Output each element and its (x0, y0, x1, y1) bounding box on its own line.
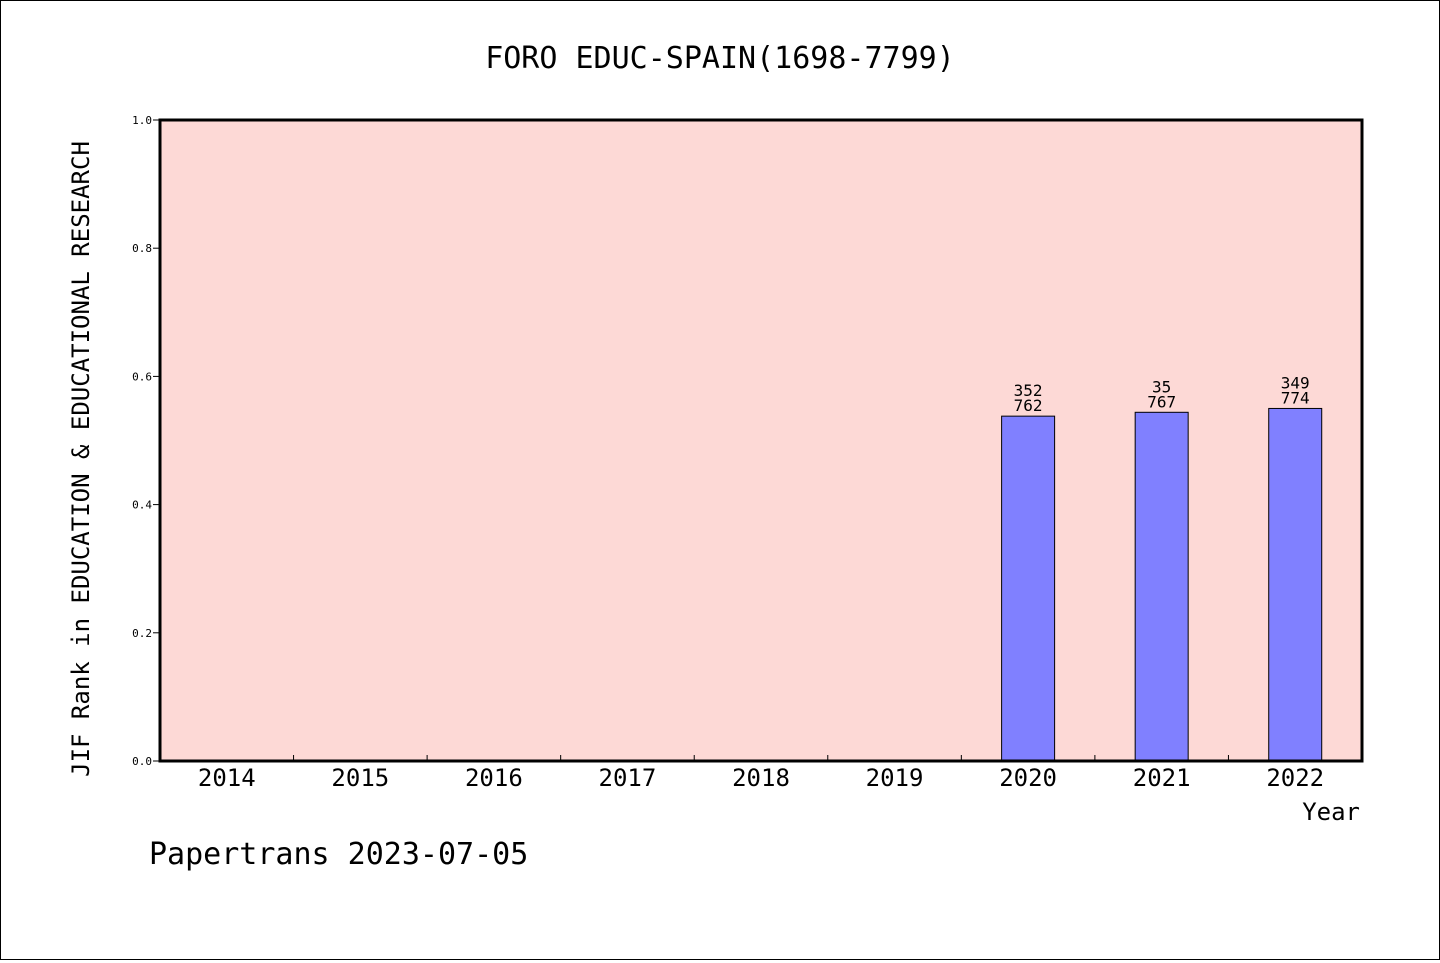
x-tick-label: 2014 (198, 764, 256, 792)
bar-series (1001, 407, 1323, 762)
y-tick-label: 0.8 (132, 242, 152, 255)
bar-2022 (1268, 407, 1323, 762)
y-axis-label: JIF Rank in EDUCATION & EDUCATIONAL RESE… (67, 141, 95, 777)
x-tick-label: 2015 (331, 764, 389, 792)
x-tick-label: 2020 (999, 764, 1057, 792)
y-tick-label: 1.0 (132, 114, 152, 127)
x-tick-label: 2017 (599, 764, 657, 792)
plot-border (158, 118, 1364, 763)
y-axis: 0.0 0.2 0.4 0.6 0.8 1.0 (132, 114, 160, 768)
chart-title: FORO EDUC-SPAIN(1698-7799) (485, 41, 955, 76)
x-tick-label: 2019 (866, 764, 924, 792)
bar-2020 (1001, 415, 1056, 762)
y-tick-label: 0.4 (132, 499, 152, 512)
y-tick-label: 0.0 (132, 755, 152, 768)
bar-label-rank: 349 (1281, 373, 1310, 392)
x-tick-label: 2022 (1266, 764, 1324, 792)
bar-label-rank: 352 (1014, 381, 1043, 400)
bar-label-total: 774 (1281, 388, 1310, 407)
x-tick-label: 2021 (1133, 764, 1191, 792)
bar-label-total: 767 (1147, 392, 1176, 411)
bar-2021 (1134, 411, 1189, 762)
y-tick-label: 0.6 (132, 370, 152, 383)
y-tick-label: 0.2 (132, 627, 152, 640)
footer-credit: Papertrans 2023-07-05 (149, 837, 528, 872)
x-axis: 2014 2015 2016 2017 2018 2019 2020 2021 2022 (198, 755, 1324, 792)
x-tick-label: 2016 (465, 764, 523, 792)
bar-label-rank: 35 (1152, 377, 1171, 396)
x-axis-label: Year (1302, 798, 1360, 826)
bar-label-total: 762 (1014, 396, 1043, 415)
x-tick-label: 2018 (732, 764, 790, 792)
